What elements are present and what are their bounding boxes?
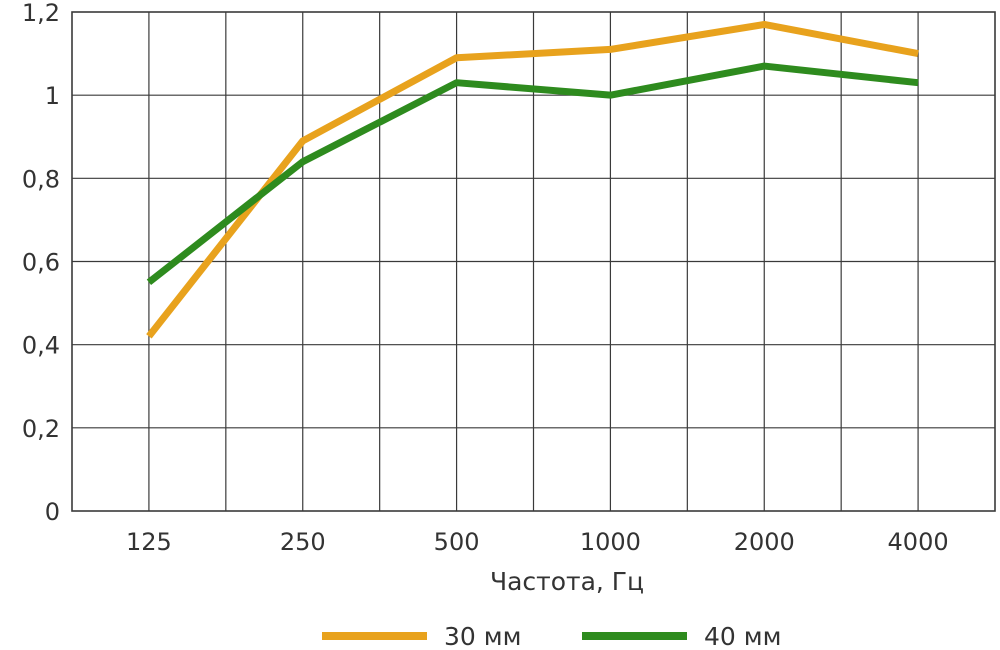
series-group (146, 20, 919, 339)
x-tick-label: 250 (280, 528, 326, 556)
series-line-2 (146, 62, 919, 286)
legend: 30 мм 40 мм (322, 622, 781, 650)
legend-label: 30 мм (444, 622, 521, 650)
y-tick-label: 0,2 (22, 415, 60, 443)
y-tick-label: 1 (45, 82, 60, 110)
x-tick-label: 2000 (734, 528, 795, 556)
x-tick-label: 1000 (580, 528, 641, 556)
y-tick-label: 0 (45, 498, 60, 526)
x-axis-ticks: 125 250 500 1000 2000 4000 (126, 528, 949, 556)
x-tick-label: 500 (434, 528, 480, 556)
x-tick-label: 125 (126, 528, 172, 556)
y-tick-label: 1,2 (22, 0, 60, 27)
y-axis-ticks: 0 0,2 0,4 0,6 0,8 1 1,2 (22, 0, 60, 526)
legend-label: 40 мм (704, 622, 781, 650)
grid (71, 11, 996, 512)
y-tick-label: 0,4 (22, 332, 60, 360)
y-tick-label: 0,8 (22, 165, 60, 193)
y-tick-label: 0,6 (22, 249, 60, 277)
plot-frame (71, 11, 996, 512)
x-axis-title: Частота, Гц (490, 567, 644, 596)
series-line-1 (146, 20, 919, 339)
x-tick-label: 4000 (888, 528, 949, 556)
